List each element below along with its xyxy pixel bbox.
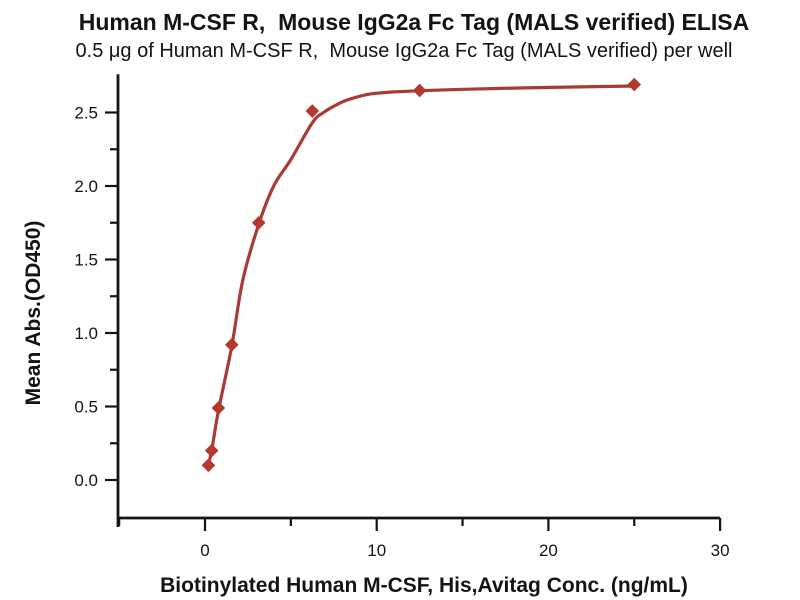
data-point-diamond [412, 83, 427, 98]
data-point-diamond [251, 215, 266, 230]
chart-subtitle: 0.5 μg of Human M-CSF R, Mouse IgG2a Fc … [76, 40, 733, 62]
y-tick-label: 1.0 [74, 324, 98, 343]
fit-curve [206, 84, 636, 467]
y-tick-label: 0.0 [74, 471, 98, 490]
x-tick-label: 20 [539, 541, 558, 560]
data-point-diamond [211, 401, 226, 415]
plot-area: 0 10 20 30 0.0 0.5 1.0 1.5 2.0 2.5 [74, 74, 730, 560]
data-point-diamond [201, 458, 216, 473]
x-tick-label: 0 [200, 541, 209, 560]
y-tick-label: 2.5 [74, 104, 98, 123]
chart-title: Human M-CSF R, Mouse IgG2a Fc Tag (MALS … [79, 9, 749, 35]
data-point-diamond [627, 77, 642, 92]
y-axis-label: Mean Abs.(OD450) [22, 221, 45, 406]
x-tick-label: 10 [367, 541, 386, 560]
data-point-diamond [204, 443, 219, 458]
y-tick-label: 1.5 [74, 251, 98, 270]
y-tick-label: 0.5 [74, 398, 98, 417]
y-tick-label: 2.0 [74, 177, 98, 196]
data-point-diamond [305, 104, 320, 118]
data-point-diamond [224, 337, 239, 352]
x-axis-label: Biotinylated Human M-CSF, His,Avitag Con… [160, 574, 688, 597]
x-tick-label: 30 [711, 541, 730, 560]
